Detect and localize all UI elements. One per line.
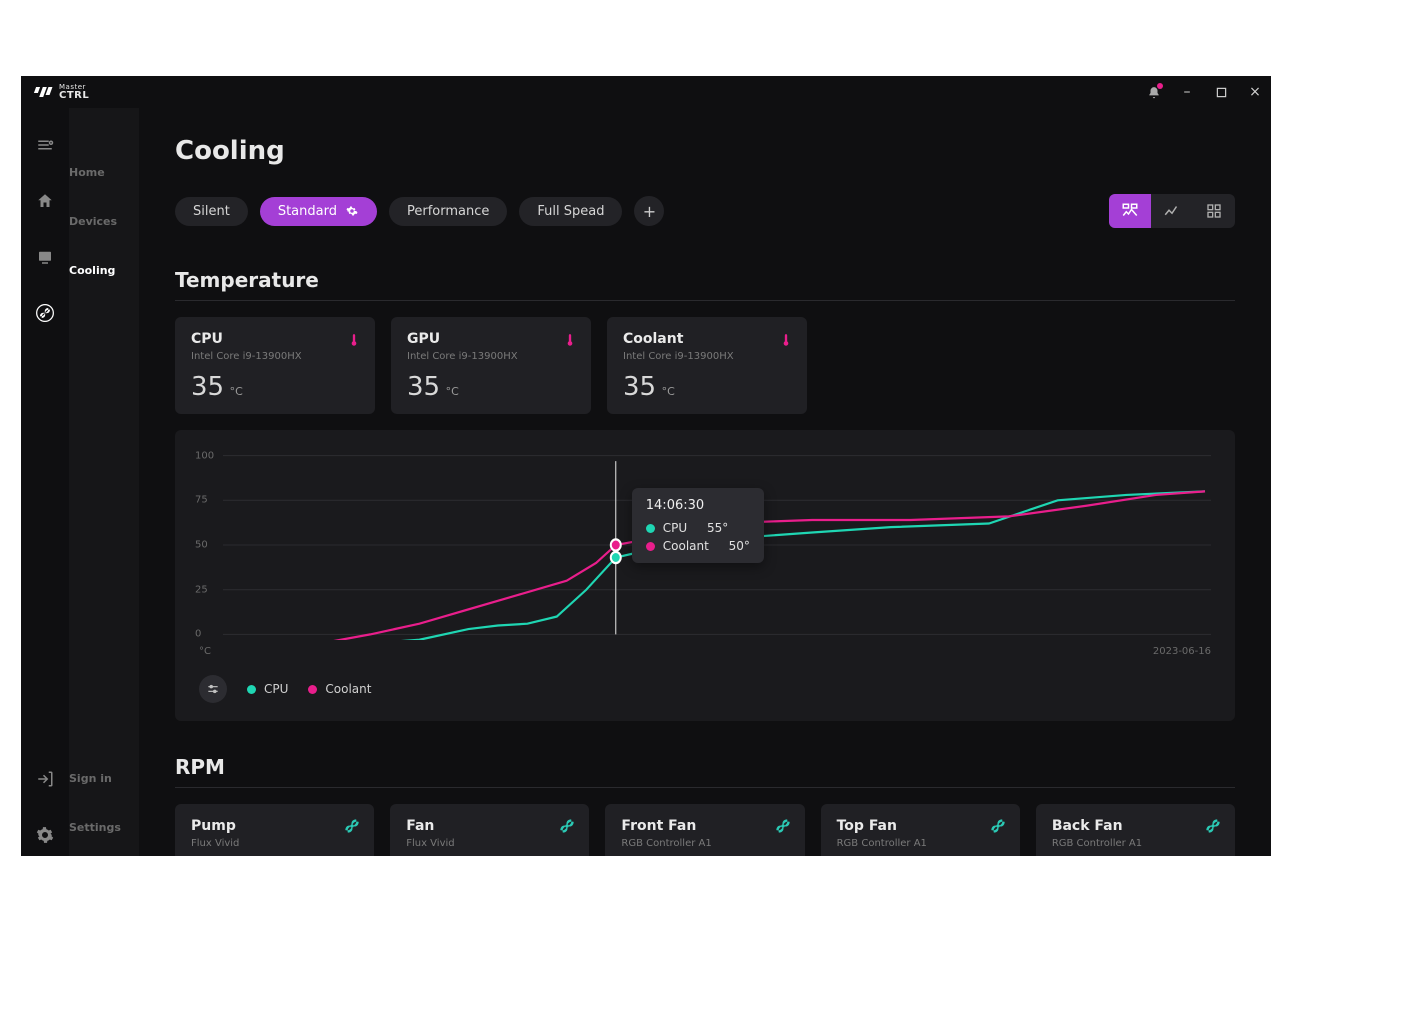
- divider: [175, 787, 1235, 788]
- chart-legend: CPU Coolant: [199, 675, 1211, 703]
- temp-card-gpu[interactable]: GPU Intel Core i9-13900HX 35 °C: [391, 317, 591, 414]
- fan-icon: [557, 816, 577, 840]
- rail-settings-icon[interactable]: [34, 824, 56, 846]
- temperature-chart[interactable]: 025507510014:06:30CPU 55°Coolant 50°: [199, 450, 1211, 640]
- rpm-card-detail: RGB Controller A1: [837, 838, 1004, 849]
- mode-standard[interactable]: Standard: [260, 197, 377, 226]
- thermometer-icon: [563, 331, 577, 353]
- y-tick-label: 0: [195, 629, 201, 640]
- legend-label: Coolant: [325, 682, 371, 696]
- temp-card-value: 35 °C: [623, 372, 791, 402]
- rpm-card-name: Fan: [406, 818, 573, 834]
- minimize-button[interactable]: –: [1179, 84, 1195, 100]
- chart-x-date: 2023-06-16: [1153, 646, 1211, 657]
- sidebar: HomeDevicesCooling Sign inSettings: [69, 108, 139, 856]
- legend-label: CPU: [264, 682, 288, 696]
- temperature-cards: CPU Intel Core i9-13900HX 35 °C GPU Intel Co…: [175, 317, 1235, 414]
- rpm-card-detail: RGB Controller A1: [621, 838, 788, 849]
- temp-card-name: CPU: [191, 331, 359, 347]
- maximize-button[interactable]: [1213, 84, 1229, 100]
- main-content: Cooling Silent Standard Performance Full Sp…: [139, 108, 1271, 856]
- temp-card-coolant[interactable]: Coolant Intel Core i9-13900HX 35 °C: [607, 317, 807, 414]
- section-title-temperature: Temperature: [175, 268, 1235, 292]
- rail-menu-icon[interactable]: [34, 134, 56, 156]
- view-dashboard-button[interactable]: [1109, 194, 1151, 228]
- temp-card-name: Coolant: [623, 331, 791, 347]
- temp-card-cpu[interactable]: CPU Intel Core i9-13900HX 35 °C: [175, 317, 375, 414]
- view-chart-button[interactable]: [1151, 194, 1193, 228]
- rpm-card-detail: RGB Controller A1: [1052, 838, 1219, 849]
- mode-performance[interactable]: Performance: [389, 197, 507, 226]
- notifications-icon[interactable]: [1147, 85, 1161, 99]
- view-grid-button[interactable]: [1193, 194, 1235, 228]
- temp-card-detail: Intel Core i9-13900HX: [407, 351, 575, 362]
- divider: [175, 300, 1235, 301]
- rail-cooling-icon[interactable]: [34, 302, 56, 324]
- page-title: Cooling: [175, 136, 1235, 166]
- rpm-card-fan[interactable]: Fan Flux Vivid: [390, 804, 589, 856]
- app-logo: Master CTRL: [35, 84, 89, 101]
- view-toggle: [1109, 194, 1235, 228]
- rpm-card-name: Top Fan: [837, 818, 1004, 834]
- brand-main: CTRL: [59, 90, 89, 101]
- rail-signin-icon[interactable]: [34, 768, 56, 790]
- thermometer-icon: [779, 331, 793, 353]
- app-window: Master CTRL – ×: [21, 76, 1271, 856]
- rpm-card-name: Front Fan: [621, 818, 788, 834]
- sidebar-item-devices[interactable]: Devices: [69, 197, 139, 246]
- close-button[interactable]: ×: [1247, 84, 1263, 100]
- y-tick-label: 75: [195, 495, 208, 506]
- fan-icon: [773, 816, 793, 840]
- thermometer-icon: [347, 331, 361, 353]
- y-tick-label: 100: [195, 450, 214, 461]
- sidebar-item-cooling[interactable]: Cooling: [69, 246, 139, 295]
- legend-filter-button[interactable]: [199, 675, 227, 703]
- fan-icon: [988, 816, 1008, 840]
- legend-item-cpu[interactable]: CPU: [247, 682, 288, 696]
- legend-item-coolant[interactable]: Coolant: [308, 682, 371, 696]
- rpm-card-name: Pump: [191, 818, 358, 834]
- temp-card-detail: Intel Core i9-13900HX: [623, 351, 791, 362]
- mode-row: Silent Standard Performance Full Spead +: [175, 194, 1235, 228]
- add-mode-button[interactable]: +: [634, 196, 664, 226]
- y-tick-label: 25: [195, 584, 208, 595]
- chart-y-unit: °C: [199, 646, 211, 657]
- temp-card-value: 35 °C: [191, 372, 359, 402]
- rail-devices-icon[interactable]: [34, 246, 56, 268]
- fan-icon: [1203, 816, 1223, 840]
- temp-card-value: 35 °C: [407, 372, 575, 402]
- rpm-card-pump[interactable]: Pump Flux Vivid: [175, 804, 374, 856]
- logo-icon: [35, 87, 53, 97]
- temperature-chart-panel: 025507510014:06:30CPU 55°Coolant 50° °C …: [175, 430, 1235, 721]
- sidebar-item-settings[interactable]: Settings: [69, 803, 139, 852]
- rpm-card-back-fan[interactable]: Back Fan RGB Controller A1: [1036, 804, 1235, 856]
- rpm-card-detail: Flux Vivid: [191, 838, 358, 849]
- mode-full-spead[interactable]: Full Spead: [519, 197, 622, 226]
- icon-rail: [21, 108, 69, 856]
- temp-card-name: GPU: [407, 331, 575, 347]
- y-tick-label: 50: [195, 540, 208, 551]
- mode-silent[interactable]: Silent: [175, 197, 248, 226]
- legend-dot: [247, 685, 256, 694]
- legend-dot: [308, 685, 317, 694]
- rpm-card-name: Back Fan: [1052, 818, 1219, 834]
- rpm-cards: Pump Flux Vivid Fan Flux Vivid Front Fan RGB …: [175, 804, 1235, 856]
- sidebar-item-home[interactable]: Home: [69, 148, 139, 197]
- rail-home-icon[interactable]: [34, 190, 56, 212]
- fan-icon: [342, 816, 362, 840]
- rpm-card-top-fan[interactable]: Top Fan RGB Controller A1: [821, 804, 1020, 856]
- rpm-card-detail: Flux Vivid: [406, 838, 573, 849]
- titlebar: Master CTRL – ×: [21, 76, 1271, 108]
- rpm-card-front-fan[interactable]: Front Fan RGB Controller A1: [605, 804, 804, 856]
- notification-dot: [1157, 83, 1163, 89]
- section-title-rpm: RPM: [175, 755, 1235, 779]
- sidebar-item-sign-in[interactable]: Sign in: [69, 754, 139, 803]
- temp-card-detail: Intel Core i9-13900HX: [191, 351, 359, 362]
